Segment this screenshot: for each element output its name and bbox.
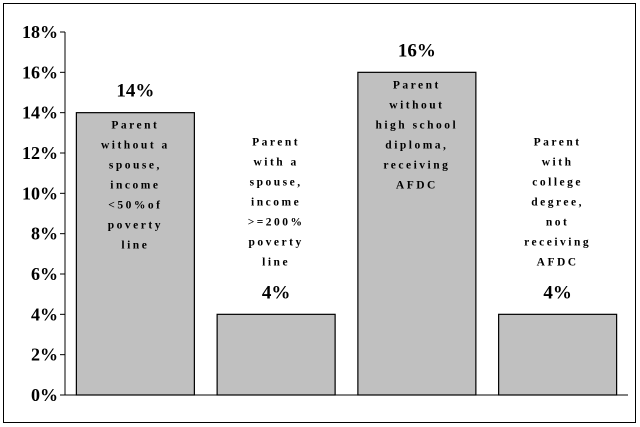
- data-label: 4%: [543, 282, 572, 303]
- category-label-line: AFDC: [396, 179, 438, 191]
- data-label: 16%: [398, 40, 436, 61]
- category-label-line: spouse,: [250, 176, 303, 188]
- category-label-line: receiving: [383, 159, 450, 171]
- y-axis: 0% 2% 4% 6% 8% 10% 12% 14% 16% 18%: [22, 22, 628, 405]
- category-label-line: Parent: [111, 120, 159, 132]
- category-label-line: Parent: [393, 79, 441, 91]
- y-tick-label: 2%: [31, 345, 58, 365]
- category-label-line: AFDC: [537, 256, 579, 268]
- category-labels: Parent without a spouse, income <50%of povert…: [101, 79, 591, 268]
- category-label-line: income: [110, 180, 160, 192]
- category-label-line: income: [251, 196, 301, 208]
- category-label-line: Parent: [252, 136, 300, 148]
- bar: [216, 313, 336, 396]
- y-tick-label: 0%: [31, 385, 58, 405]
- y-tick-label: 10%: [22, 183, 58, 203]
- data-label: 14%: [116, 81, 154, 102]
- category-label-line: without: [389, 99, 444, 111]
- y-tick-label: 4%: [31, 304, 58, 324]
- category-label: Parent with a spouse, income >=200% poverty li…: [248, 136, 305, 268]
- data-labels: 14% 4% 16% 4%: [116, 40, 572, 303]
- category-label: Parent without high school diploma, receivin…: [375, 79, 458, 191]
- y-tick-label: 14%: [22, 103, 58, 123]
- category-label: Parent without a spouse, income <50%of povert…: [101, 120, 170, 252]
- bars: [75, 71, 618, 396]
- category-label-line: poverty: [249, 236, 304, 248]
- y-tick-label: 6%: [31, 264, 58, 284]
- y-tick-label: 12%: [22, 143, 58, 163]
- category-label-line: high school: [375, 119, 458, 131]
- bar: [498, 313, 618, 396]
- category-label-line: receiving: [524, 236, 591, 248]
- category-label-line: degree,: [531, 196, 584, 208]
- data-label: 4%: [262, 282, 291, 303]
- category-label-line: diploma,: [385, 139, 448, 151]
- category-label-line: college: [532, 176, 583, 188]
- y-tick-label: 18%: [22, 22, 58, 42]
- category-label-line: spouse,: [109, 160, 162, 172]
- bar: [357, 71, 477, 396]
- category-label: Parent with college degree, not receiving AFDC: [524, 136, 591, 268]
- category-label-line: line: [121, 240, 149, 252]
- bar: [75, 112, 195, 396]
- category-label-line: with a: [253, 156, 298, 168]
- category-label-line: >=200%: [248, 216, 305, 228]
- category-label-line: poverty: [108, 220, 163, 232]
- category-label-line: with: [542, 156, 574, 168]
- category-label-line: not: [546, 216, 569, 228]
- y-tick-label: 8%: [31, 224, 58, 244]
- category-label-line: without a: [101, 140, 170, 152]
- category-label-line: <50%of: [108, 200, 162, 212]
- category-label-line: Parent: [534, 136, 582, 148]
- y-tick-label: 16%: [22, 62, 58, 82]
- category-label-line: line: [262, 256, 290, 268]
